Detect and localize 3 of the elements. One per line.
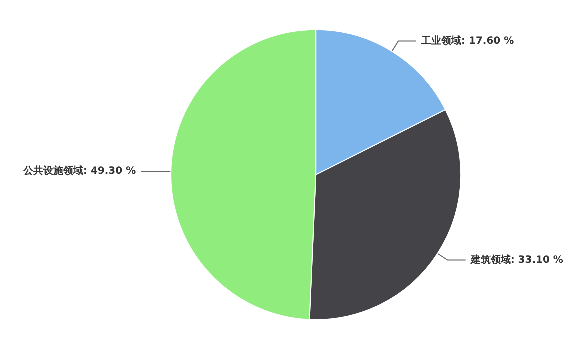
slice-label: 建筑领域: 33.10 % (470, 254, 564, 266)
slice-label: 工业领域: 17.60 % (420, 34, 514, 47)
slice-label: 公共设施领域: 49.30 % (22, 164, 136, 177)
